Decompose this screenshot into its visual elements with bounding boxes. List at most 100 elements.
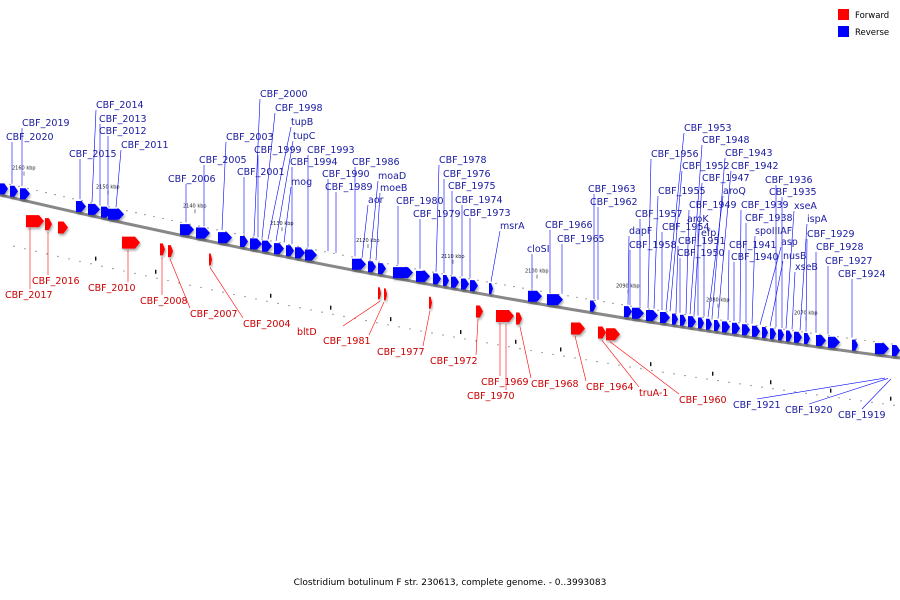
reverse-gene-arrow (240, 235, 248, 247)
gene-label-cbf-2017: CBF_2017 (5, 290, 53, 301)
scale-dot (522, 287, 524, 289)
gene-label-cbf-1921: CBF_1921 (733, 400, 781, 411)
reverse-connector (799, 223, 808, 331)
scale-dot (315, 249, 317, 251)
scale-tick-label: 2090 kbp (616, 284, 640, 290)
scale-dot (180, 221, 182, 223)
gene-label-moeb: moeB (380, 183, 407, 194)
legend-reverse-label: Reverse (855, 28, 889, 38)
gene-label-cbf-1935: CBF_1935 (769, 187, 817, 198)
reverse-gene-arrow (295, 247, 305, 259)
gene-label-cbf-1947: CBF_1947 (702, 173, 750, 184)
scale-tick-label: 2100 kbp (525, 269, 549, 275)
reverse-connector (253, 98, 261, 237)
scale-dot (893, 404, 895, 406)
scale-tick-label: 2130 kbp (270, 221, 294, 227)
gene-label-cbf-1977: CBF_1977 (377, 347, 425, 358)
forward-connector (422, 310, 431, 347)
map-caption: Clostridium botulinum F str. 230613, com… (293, 578, 607, 588)
reverse-connector (627, 235, 630, 305)
gene-label-cbf-1994: CBF_1994 (290, 157, 338, 168)
gene-label-cbf-1920: CBF_1920 (785, 405, 833, 416)
scale-dot (90, 263, 92, 265)
reverse-gene-arrow (218, 232, 232, 244)
forward-gene-arrow (598, 326, 606, 339)
scale-dot (57, 255, 59, 257)
scale-dot (774, 327, 776, 329)
reverse-gene-arrow (528, 290, 542, 302)
scale-dot (343, 315, 345, 318)
scale-dot (464, 338, 466, 340)
gene-label-cbf-1949: CBF_1949 (689, 200, 737, 211)
scale-dot (27, 187, 29, 190)
reverse-connector (261, 112, 276, 239)
reverse-connector (685, 209, 690, 314)
scale-dot (222, 291, 224, 293)
scale-tick-label: 2140 kbp (183, 203, 207, 209)
gene-label-cbf-2010: CBF_2010 (88, 283, 136, 294)
scale-minor-tick (650, 362, 652, 367)
scale-dot (369, 259, 371, 261)
scale-dot (765, 326, 767, 328)
scale-dot (270, 240, 272, 242)
reverse-connector (769, 260, 784, 327)
gene-label-cbf-1998: CBF_1998 (275, 103, 323, 114)
reverse-gene-arrow (305, 249, 317, 261)
gene-label-cbf-1972: CBF_1972 (430, 356, 478, 367)
scale-dot (621, 304, 623, 306)
forward-gene-arrow (45, 218, 52, 231)
gene-label-asp: asp (781, 237, 798, 248)
scale-dot (693, 315, 695, 317)
reverse-gene-arrow (250, 238, 262, 250)
gene-label-cbf-1951: CBF_1951 (678, 236, 726, 247)
gene-label-cbf-1927: CBF_1927 (825, 256, 873, 267)
reverse-gene-arrow (443, 275, 449, 287)
scale-dot (761, 386, 763, 388)
forward-gene-arrow (476, 305, 483, 318)
reverse-connector (283, 186, 292, 243)
scale-dot (849, 398, 851, 401)
reverse-gene-arrow (433, 273, 441, 285)
reverse-gene-arrow (875, 343, 889, 355)
scale-dot (739, 383, 741, 385)
scale-dot (135, 212, 137, 214)
gene-label-cbf-1936: CBF_1936 (765, 175, 813, 186)
scale-dot (783, 328, 785, 330)
scale-dot (252, 236, 254, 238)
scale-dot (860, 400, 862, 402)
reverse-gene-arrow (352, 258, 366, 270)
gene-label-aroq: aroQ (723, 186, 746, 197)
scale-dot (531, 289, 533, 291)
reverse-gene-arrow (547, 294, 563, 306)
gene-label-cbf-1968: CBF_1968 (531, 379, 579, 390)
scale-dot (442, 334, 444, 336)
scale-dot (153, 215, 155, 218)
scale-dot (750, 384, 752, 387)
scale-minor-tick (560, 347, 562, 352)
reverse-connector (711, 157, 726, 318)
gene-label-trua-1: truA-1 (639, 388, 668, 399)
reverse-gene-arrow (714, 319, 720, 331)
scale-tick-label: 2160 kbp (12, 166, 36, 172)
gene-label-cbf-2006: CBF_2006 (168, 174, 216, 185)
legend: Forward Reverse (838, 9, 889, 38)
scale-dot (838, 397, 840, 399)
scale-dot (112, 268, 114, 270)
scale-dot (297, 245, 299, 247)
scale-dot (200, 286, 202, 289)
forward-gene-arrow (571, 322, 585, 335)
reverse-connector (739, 209, 742, 322)
scale-dot (594, 299, 596, 301)
scale-dot (68, 258, 70, 260)
gene-label-cbf-1962: CBF_1962 (590, 197, 638, 208)
scale-minor-tick (712, 371, 714, 376)
reverse-connector (115, 149, 122, 208)
scale-dot (35, 250, 37, 252)
reverse-gene-arrow (632, 307, 644, 319)
gene-label-cbf-2004: CBF_2004 (243, 319, 291, 330)
forward-gene-arrow (606, 328, 620, 341)
scale-dot (882, 403, 884, 405)
gene-label-cbf-1928: CBF_1928 (816, 242, 864, 253)
reverse-gene-arrow (742, 324, 750, 336)
scale-dot (387, 324, 389, 326)
